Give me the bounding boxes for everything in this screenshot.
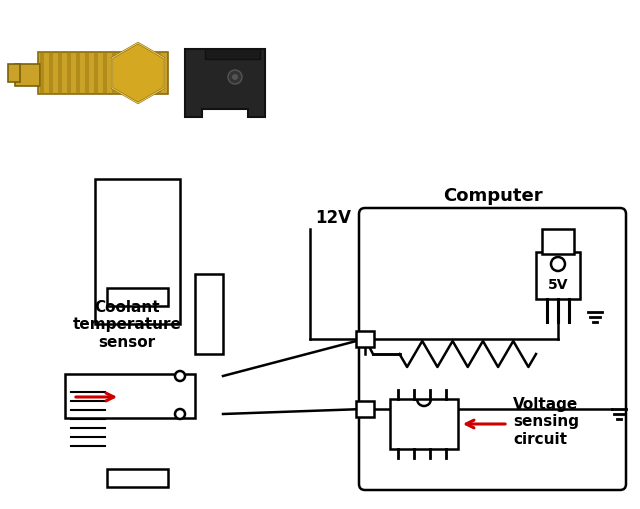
Text: 12V: 12V	[315, 209, 351, 227]
Polygon shape	[112, 44, 164, 104]
FancyBboxPatch shape	[359, 209, 626, 490]
Bar	[148, 53, 152, 95]
Bar	[139, 53, 143, 95]
Circle shape	[228, 71, 242, 85]
Bar	[94, 53, 98, 95]
Bar	[536, 252, 580, 299]
Bar	[356, 331, 374, 347]
Bar	[40, 53, 44, 95]
Circle shape	[175, 409, 185, 419]
Bar	[15, 65, 40, 87]
Bar	[195, 274, 223, 354]
Text: 5V: 5V	[548, 277, 568, 292]
Bar	[95, 180, 180, 324]
Polygon shape	[185, 50, 265, 118]
Bar	[38, 53, 168, 95]
Circle shape	[232, 75, 238, 81]
Bar	[58, 53, 62, 95]
Bar	[121, 53, 125, 95]
Circle shape	[551, 258, 565, 271]
Bar	[107, 469, 168, 487]
Bar	[390, 399, 458, 449]
Bar	[76, 53, 80, 95]
Bar	[85, 53, 89, 95]
Bar	[112, 53, 116, 95]
Text: Computer: Computer	[443, 187, 542, 205]
Bar	[107, 289, 168, 306]
Bar	[8, 65, 20, 83]
Bar	[130, 53, 134, 95]
Bar	[356, 401, 374, 417]
Bar	[49, 53, 53, 95]
Bar	[65, 374, 195, 418]
Bar	[205, 50, 260, 60]
Text: Coolant
temperature
sensor: Coolant temperature sensor	[72, 299, 181, 349]
Bar	[103, 53, 107, 95]
Text: Voltage
sensing
circuit: Voltage sensing circuit	[513, 397, 579, 446]
Bar	[542, 230, 574, 254]
Circle shape	[175, 371, 185, 381]
Bar	[157, 53, 161, 95]
Bar	[67, 53, 71, 95]
